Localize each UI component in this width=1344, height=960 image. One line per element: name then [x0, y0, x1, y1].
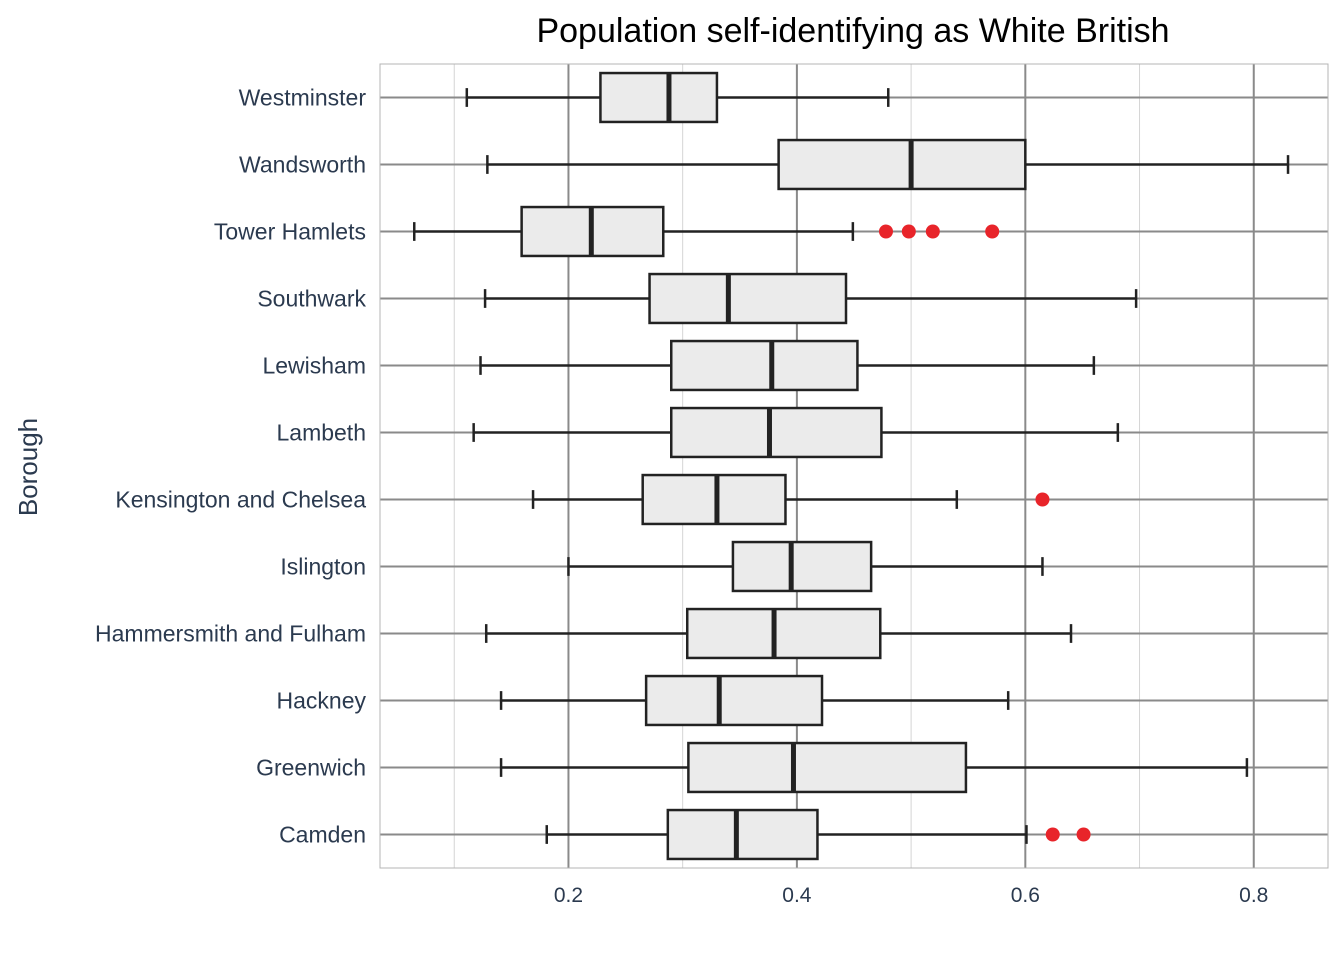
box-iqr: [685, 607, 882, 660]
x-tick-label: 0.8: [1239, 884, 1268, 907]
box-tower-hamlets: [413, 205, 1000, 258]
category-label: Camden: [279, 822, 366, 848]
plot-frame: [379, 63, 1329, 869]
x-tick-label: 0.6: [1011, 884, 1040, 907]
box-iqr: [670, 339, 859, 392]
box-westminster: [465, 71, 890, 124]
box-kensington-and-chelsea: [531, 473, 1050, 526]
category-label: Lambeth: [276, 420, 366, 446]
outlier-point: [901, 224, 916, 239]
box-iqr: [731, 540, 873, 593]
category-label-layer: Westminster Wandsworth Tower Hamlets Southw…: [95, 85, 366, 848]
category-label: Lewisham: [262, 353, 366, 379]
box-layer: [413, 71, 1290, 861]
box-iqr: [648, 272, 848, 325]
box-iqr: [641, 473, 787, 526]
category-label: Wandsworth: [239, 152, 366, 178]
box-hammersmith-and-fulham: [484, 607, 1073, 660]
box-wandsworth: [486, 138, 1290, 191]
outlier-point: [878, 224, 893, 239]
outlier-point: [1045, 827, 1060, 842]
category-label: Kensington and Chelsea: [115, 487, 366, 513]
box-southwark: [483, 272, 1138, 325]
box-iqr: [644, 674, 824, 727]
tick-label-layer: 0.2 0.4 0.6 0.8: [554, 884, 1269, 907]
outlier-point: [1035, 492, 1050, 507]
chart-title: Population self-identifying as White Bri…: [536, 12, 1169, 50]
box-camden: [545, 808, 1091, 861]
box-greenwich: [499, 741, 1249, 794]
outlier-point: [925, 224, 940, 239]
box-lambeth: [472, 406, 1120, 459]
box-iqr: [777, 138, 1027, 191]
box-lewisham: [479, 339, 1096, 392]
category-label: Hackney: [277, 688, 367, 714]
box-iqr: [666, 808, 819, 861]
category-label: Greenwich: [256, 755, 366, 781]
category-label: Westminster: [239, 85, 367, 111]
y-axis-label: Borough: [13, 418, 43, 516]
category-label: Islington: [280, 554, 366, 580]
category-label: Tower Hamlets: [214, 219, 366, 245]
category-label: Hammersmith and Fulham: [95, 621, 366, 647]
category-label: Southwark: [257, 286, 366, 312]
box-hackney: [499, 674, 1010, 727]
x-tick-label: 0.4: [782, 884, 812, 907]
box-iqr: [670, 406, 883, 459]
x-tick-label: 0.2: [554, 884, 583, 907]
box-iqr: [687, 741, 968, 794]
outlier-point: [1076, 827, 1091, 842]
box-iqr: [599, 71, 719, 124]
outlier-point: [985, 224, 1000, 239]
box-islington: [567, 540, 1044, 593]
